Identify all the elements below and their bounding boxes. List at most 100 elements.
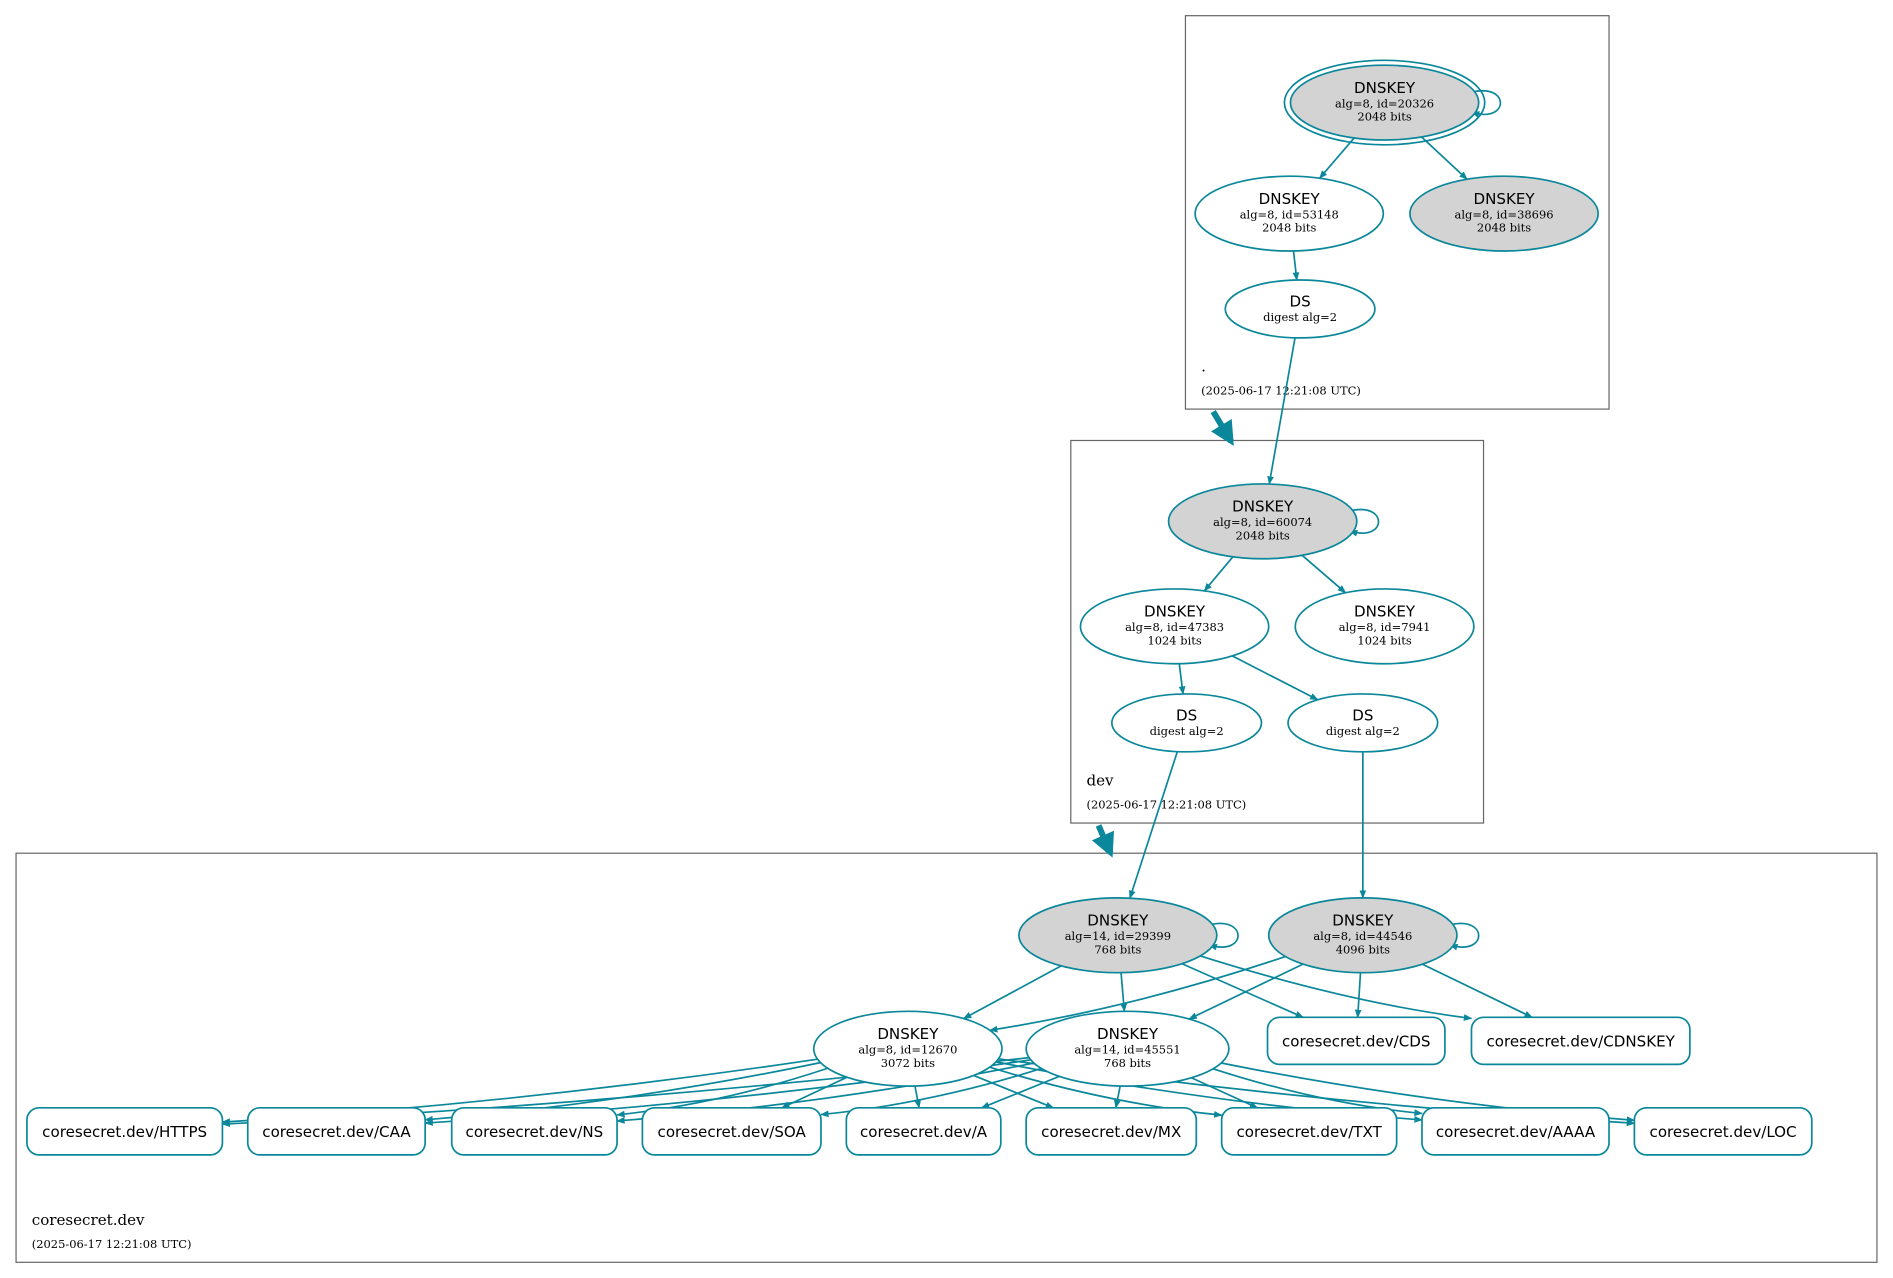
rrset-label: coresecret.dev/SOA	[658, 1123, 807, 1141]
rrset-box	[246, 1106, 427, 1156]
node-ellipse	[1409, 175, 1600, 252]
zone-timestamp: (2025-06-17 12:21:08 UTC)	[1201, 384, 1361, 398]
zone-name: dev	[1086, 772, 1114, 790]
node-detail: 2048 bits	[1262, 221, 1316, 235]
node-ellipse	[1194, 175, 1385, 252]
rrset-label: coresecret.dev/CDNSKEY	[1486, 1032, 1675, 1050]
self-signature-edge	[1206, 922, 1239, 951]
rrset-label: coresecret.dev/LOC	[1650, 1123, 1797, 1141]
rrset-node-cdnskey: coresecret.dev/CDNSKEY	[1470, 1016, 1691, 1066]
zone-name: .	[1201, 358, 1206, 376]
node-type: DS	[1176, 706, 1197, 724]
rrset-box	[1025, 1106, 1198, 1156]
rrset-box	[641, 1106, 822, 1156]
node-type: DNSKEY	[1144, 603, 1206, 621]
node-detail: 3072 bits	[881, 1056, 935, 1070]
node-detail: 1024 bits	[1147, 633, 1201, 647]
edge-k29399-to-k12670	[962, 965, 1062, 1020]
edge-k44546-to-cds	[1354, 972, 1362, 1019]
node-type: DS	[1352, 706, 1373, 724]
edge-k29399-to-k45551	[1120, 972, 1128, 1013]
node-ellipse	[1287, 693, 1439, 753]
delegation-arrow	[1210, 409, 1234, 446]
node-detail: 768 bits	[1104, 1056, 1151, 1070]
node-detail: alg=8, id=53148	[1240, 207, 1339, 221]
edge-k47383-to-ds_dev1	[1178, 663, 1186, 695]
rrset-node-soa: coresecret.dev/SOA	[641, 1106, 822, 1156]
rrset-label: coresecret.dev/A	[860, 1123, 988, 1141]
edge-k45551-to-aaaa	[1212, 1067, 1423, 1117]
node-ellipse	[1110, 693, 1263, 753]
rrset-label: coresecret.dev/CAA	[262, 1123, 411, 1141]
zone-name: coresecret.dev	[32, 1211, 145, 1229]
edge-k60074-to-k47383	[1203, 556, 1234, 592]
zone-timestamp: (2025-06-17 12:21:08 UTC)	[1086, 798, 1246, 812]
delegation-arrow	[1091, 824, 1114, 858]
node-type: DNSKEY	[1354, 603, 1416, 621]
node-type: DNSKEY	[1097, 1025, 1159, 1043]
node-detail: alg=8, id=20326	[1335, 96, 1434, 110]
edge-ds_root-to-k60074	[1267, 337, 1296, 485]
edge-k45551-to-mx	[1114, 1085, 1121, 1109]
node-detail: 1024 bits	[1357, 633, 1411, 647]
node-type: DNSKEY	[1354, 79, 1416, 97]
rrset-box	[26, 1106, 224, 1156]
node-detail: 2048 bits	[1236, 528, 1290, 542]
rrset-box	[1633, 1106, 1813, 1156]
edge-k45551-to-txt	[1191, 1076, 1259, 1109]
trust-anchor-ring	[1283, 59, 1486, 146]
edge-ds_dev1-to-k29399	[1129, 751, 1179, 899]
self-signature-edge	[1447, 922, 1480, 951]
node-ellipse	[1025, 1010, 1230, 1087]
node-detail: 4096 bits	[1336, 942, 1390, 956]
rrset-box	[1421, 1106, 1610, 1156]
node-ellipse	[1294, 588, 1475, 665]
rrset-label: coresecret.dev/TXT	[1237, 1123, 1383, 1141]
node-detail: alg=8, id=7941	[1339, 620, 1431, 634]
node-detail: alg=14, id=29399	[1065, 929, 1171, 943]
rrset-node-aaaa: coresecret.dev/AAAA	[1421, 1106, 1610, 1156]
zone-root: . (2025-06-17 12:21:08 UTC)	[1184, 15, 1610, 410]
rrset-node-ns: coresecret.dev/NS	[450, 1106, 618, 1156]
rrset-node-a: coresecret.dev/A	[845, 1106, 1002, 1156]
node-type: DNSKEY	[1473, 190, 1535, 208]
rrset-box	[1470, 1016, 1691, 1066]
node-type: DNSKEY	[877, 1025, 939, 1043]
edge-k20326-to-k38696	[1421, 136, 1468, 180]
edge-k45551-to-a	[980, 1075, 1060, 1109]
node-ellipse	[1079, 588, 1270, 665]
node-ellipse	[1289, 64, 1480, 141]
rrset-label: coresecret.dev/HTTPS	[42, 1123, 207, 1141]
zone-border	[1184, 15, 1610, 410]
rrset-box	[450, 1106, 618, 1156]
rrset-label: coresecret.dev/NS	[466, 1123, 604, 1141]
node-type: DNSKEY	[1232, 498, 1294, 516]
edge-k44546-to-cdnskey	[1422, 963, 1533, 1019]
node-detail: 2048 bits	[1357, 110, 1411, 124]
node-detail: alg=14, id=45551	[1074, 1043, 1180, 1057]
edge-k47383-to-ds_dev2	[1231, 655, 1319, 701]
rrset-label: coresecret.dev/AAAA	[1436, 1123, 1596, 1141]
node-detail: digest alg=2	[1263, 310, 1337, 324]
node-ellipse	[1267, 897, 1458, 974]
node-type: DNSKEY	[1259, 190, 1321, 208]
rrset-node-txt: coresecret.dev/TXT	[1220, 1106, 1398, 1156]
node-type: DS	[1289, 293, 1310, 311]
edge-k44546-to-k45551	[1188, 963, 1304, 1020]
edge-k12670-to-a	[914, 1085, 922, 1109]
node-type: DNSKEY	[1087, 912, 1149, 930]
rrset-label: coresecret.dev/CDS	[1282, 1032, 1431, 1050]
rrset-box	[845, 1106, 1002, 1156]
zone-timestamp: (2025-06-17 12:21:08 UTC)	[32, 1237, 192, 1251]
rrset-node-https: coresecret.dev/HTTPS	[26, 1106, 224, 1156]
